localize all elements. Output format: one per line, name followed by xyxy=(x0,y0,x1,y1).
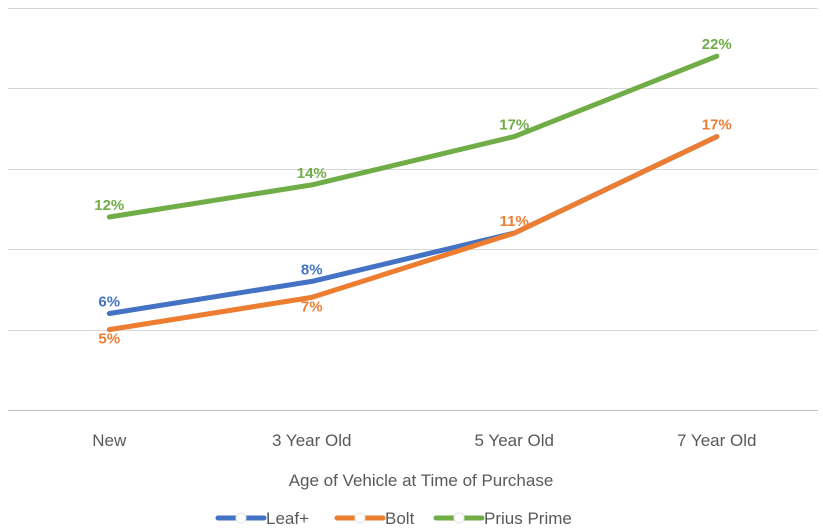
legend-item: Leaf+ xyxy=(215,509,309,528)
series-lines xyxy=(106,53,720,333)
data-label: 6% xyxy=(98,294,120,311)
data-label: 12% xyxy=(94,197,124,214)
series-line-bolt xyxy=(106,134,720,333)
x-axis-title: Age of Vehicle at Time of Purchase xyxy=(289,471,554,490)
x-axis-ticks: New 3 Year Old 5 Year Old 7 Year Old xyxy=(92,431,756,450)
data-label: 14% xyxy=(297,165,327,182)
x-tick-label: 7 Year Old xyxy=(677,431,756,450)
data-label: 17% xyxy=(702,117,732,134)
data-label: 8% xyxy=(301,261,323,278)
legend-item: Prius Prime xyxy=(433,509,572,528)
data-label: 17% xyxy=(499,117,529,134)
legend: Leaf+ Bolt Prius Prime xyxy=(215,509,572,528)
data-label: 22% xyxy=(702,36,732,53)
legend-label: Bolt xyxy=(385,509,415,528)
data-labels: 6% 8% 5% 7% 11% 17% 12% 14% 17% 22% xyxy=(94,36,732,347)
legend-marker xyxy=(453,512,465,524)
legend-marker xyxy=(235,512,247,524)
data-label: 11% xyxy=(500,213,529,230)
gridlines xyxy=(8,8,818,411)
legend-label: Leaf+ xyxy=(266,509,309,528)
legend-marker xyxy=(354,512,366,524)
legend-label: Prius Prime xyxy=(484,509,572,528)
series-line-prius-prime xyxy=(106,53,720,220)
data-label: 5% xyxy=(98,331,120,348)
x-tick-label: New xyxy=(92,431,127,450)
x-tick-label: 5 Year Old xyxy=(475,431,554,450)
legend-item: Bolt xyxy=(334,509,415,528)
data-label: 7% xyxy=(301,298,323,315)
x-tick-label: 3 Year Old xyxy=(272,431,351,450)
